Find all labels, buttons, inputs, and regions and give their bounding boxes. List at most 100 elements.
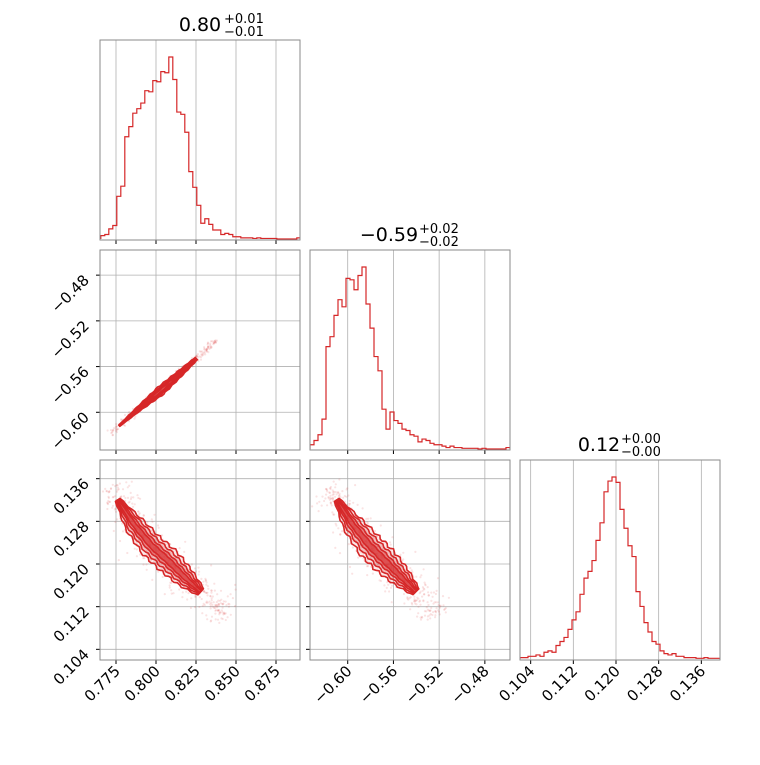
sample-point (338, 494, 341, 497)
sample-point (325, 488, 328, 492)
sample-point (365, 517, 368, 521)
sample-point (221, 611, 224, 614)
sample-point (111, 483, 114, 486)
sample-point (438, 613, 441, 616)
sample-point (394, 561, 397, 564)
param-0-title-value: 0.80 (179, 14, 221, 36)
sample-point (150, 555, 154, 558)
sample-point (221, 602, 224, 606)
sample-point (115, 431, 118, 434)
sample-point (229, 593, 232, 596)
sample-point (198, 570, 201, 573)
sample-point (184, 540, 187, 543)
sample-point (170, 589, 173, 592)
sample-point (413, 599, 416, 603)
sample-point (201, 604, 204, 607)
sample-point (328, 487, 332, 490)
sample-point (332, 531, 335, 534)
sample-point (120, 495, 123, 498)
sample-point (346, 487, 349, 490)
sample-point (356, 503, 359, 506)
sample-point (205, 350, 208, 353)
x-tick-label-1-0: −0.60 (310, 662, 355, 707)
sample-point (211, 603, 214, 606)
sample-point (369, 517, 372, 520)
sample-point (334, 486, 337, 489)
sample-point (205, 348, 208, 351)
sample-point (234, 605, 237, 608)
sample-point (332, 493, 335, 496)
sample-point (207, 351, 210, 354)
sample-point (209, 346, 212, 350)
sample-point (210, 589, 213, 592)
param-0-title-minus: −0.01 (224, 25, 264, 40)
sample-point (204, 353, 207, 356)
sample-point (389, 586, 393, 589)
sample-point (342, 496, 345, 499)
sample-point (208, 347, 211, 350)
sample-point (213, 589, 216, 592)
sample-point (199, 350, 202, 353)
sample-point (209, 620, 212, 623)
sample-point (419, 618, 423, 621)
sample-point (156, 524, 160, 527)
sample-point (224, 600, 227, 603)
sample-point (211, 595, 214, 598)
sample-point (203, 590, 206, 593)
sample-point (209, 344, 212, 347)
sample-point (197, 356, 200, 359)
sample-point (311, 505, 314, 508)
x-tick-label-2-1: 0.112 (538, 662, 581, 705)
contour-level-3 (118, 357, 198, 427)
sample-point (137, 510, 140, 513)
sample-point (425, 610, 428, 613)
sample-point (160, 567, 163, 571)
sample-point (343, 494, 346, 498)
sample-point (426, 586, 429, 589)
sample-point (221, 603, 224, 606)
sample-point (318, 500, 321, 503)
sample-point (218, 613, 221, 616)
sample-point (431, 595, 434, 598)
sample-point (115, 490, 119, 493)
sample-point (381, 547, 384, 551)
sample-point (444, 607, 447, 610)
sample-point (414, 602, 417, 605)
sample-point (434, 592, 437, 596)
panel-frame (309, 459, 511, 661)
sample-point (331, 499, 334, 502)
sample-point (210, 601, 213, 604)
sample-point (115, 424, 118, 427)
sample-point (384, 590, 387, 593)
sample-point (209, 595, 212, 598)
sample-point (168, 586, 171, 589)
sample-point (338, 492, 341, 495)
sample-point (202, 580, 205, 583)
sample-point (197, 566, 200, 569)
sample-point (417, 605, 420, 608)
sample-point (417, 597, 420, 600)
y-tick-label-1-2: −0.52 (48, 317, 93, 362)
sample-point (366, 521, 369, 524)
sample-point (110, 431, 113, 435)
sample-point (316, 502, 319, 505)
sample-point (321, 495, 324, 498)
sample-point (133, 547, 136, 550)
sample-point (214, 612, 217, 615)
sample-point (201, 353, 204, 356)
sample-point (114, 429, 118, 432)
sample-point (133, 417, 136, 420)
sample-point (195, 355, 198, 358)
param-2-title-plus: +0.00 (621, 432, 661, 447)
sample-point (206, 347, 209, 350)
sample-point (115, 484, 118, 487)
sample-point (112, 495, 115, 499)
sample-point (423, 610, 426, 613)
sample-point (168, 584, 171, 587)
sample-point (338, 552, 342, 555)
sample-point (414, 599, 417, 602)
sample-point (437, 610, 441, 613)
sample-point (224, 612, 227, 615)
sample-point (423, 614, 427, 617)
sample-point (415, 575, 418, 578)
